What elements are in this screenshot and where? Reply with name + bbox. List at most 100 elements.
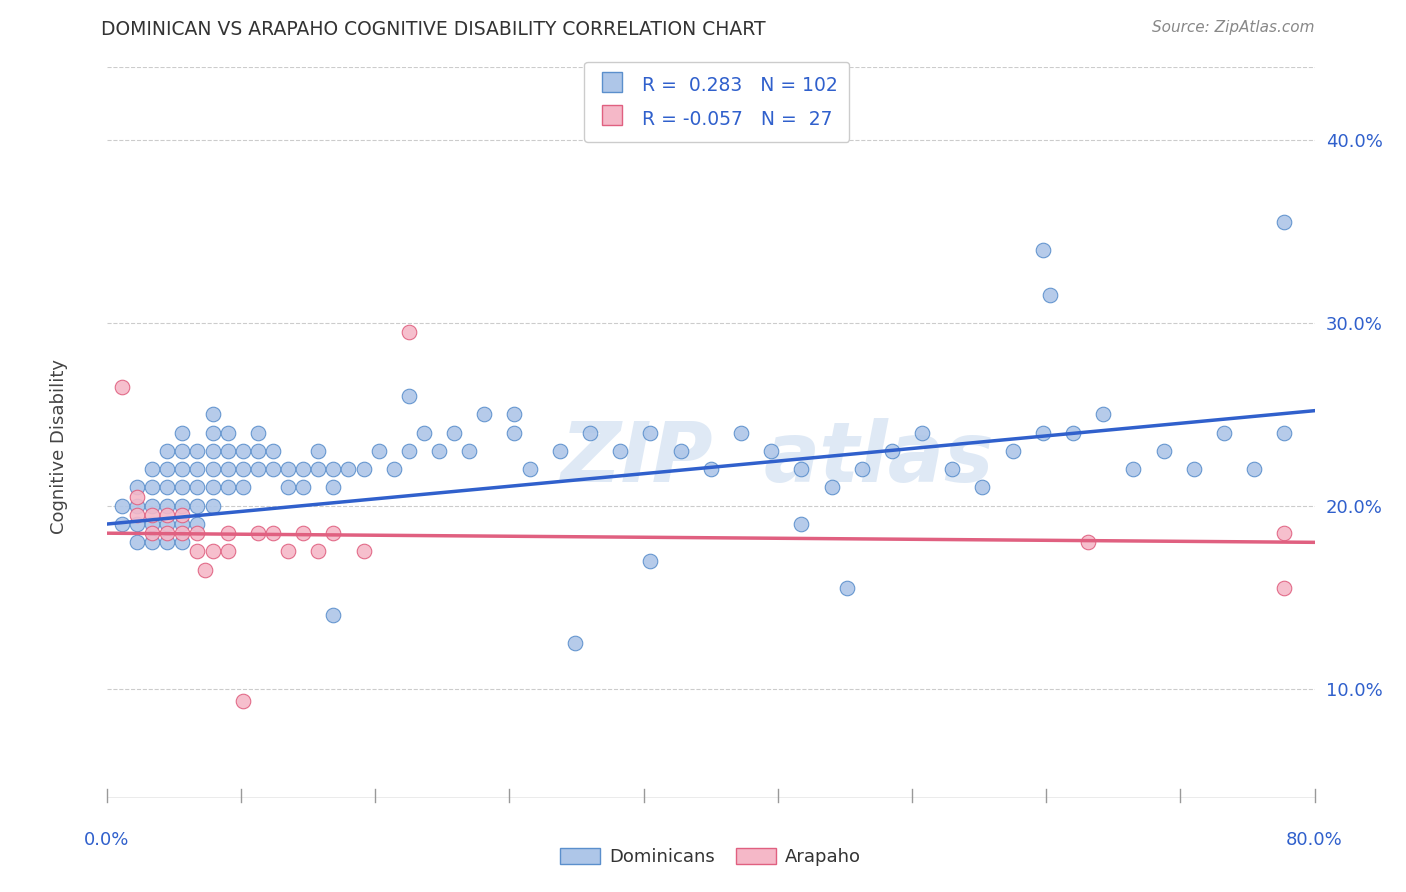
Point [972,480,994,494]
Legend: Dominicans, Arapaho: Dominicans, Arapaho [553,841,869,873]
Point [382,462,405,476]
Point [1001,444,1024,458]
Point [141,508,163,522]
Point [880,444,903,458]
Point [156,462,179,476]
Point [292,526,315,541]
Text: 0.0%: 0.0% [84,831,129,849]
Point [172,499,194,513]
Point [353,544,375,558]
Point [125,517,148,532]
Point [1032,243,1054,257]
Point [141,480,163,494]
Point [759,444,782,458]
Point [322,462,344,476]
Point [911,425,934,440]
Point [141,462,163,476]
Point [322,526,344,541]
Point [292,462,315,476]
Point [1243,462,1265,476]
Point [172,462,194,476]
Point [217,544,239,558]
Point [125,535,148,549]
Point [217,462,239,476]
Point [609,444,631,458]
Point [172,480,194,494]
Point [186,462,208,476]
Point [246,526,269,541]
Point [217,526,239,541]
Point [201,425,224,440]
Point [156,526,179,541]
Point [141,517,163,532]
Point [1274,215,1296,229]
Point [156,535,179,549]
Point [246,462,269,476]
Point [262,444,284,458]
Point [398,444,420,458]
Point [111,499,134,513]
Point [398,389,420,403]
Point [367,444,389,458]
Point [835,581,858,595]
Point [669,444,692,458]
Point [1153,444,1175,458]
Point [443,425,465,440]
Point [156,508,179,522]
Point [1122,462,1144,476]
Point [640,553,662,568]
Point [201,544,224,558]
Point [472,407,495,422]
Point [292,480,315,494]
Point [790,462,813,476]
Point [141,526,163,541]
Point [277,462,299,476]
Point [700,462,723,476]
Point [172,526,194,541]
Text: 80.0%: 80.0% [1286,831,1343,849]
Point [186,444,208,458]
Text: ZIP: ZIP [560,418,713,499]
Point [1182,462,1205,476]
Point [1274,526,1296,541]
Point [307,462,329,476]
Point [503,407,526,422]
Point [820,480,842,494]
Point [232,480,254,494]
Point [156,517,179,532]
Point [398,325,420,339]
Point [172,508,194,522]
Point [201,499,224,513]
Point [1062,425,1084,440]
Point [337,462,360,476]
Point [172,425,194,440]
Point [125,490,148,504]
Point [172,535,194,549]
Text: atlas: atlas [763,418,994,499]
Point [412,425,434,440]
Point [1274,581,1296,595]
Point [458,444,481,458]
Point [141,535,163,549]
Point [307,544,329,558]
Point [141,499,163,513]
Point [194,563,217,577]
Point [246,425,269,440]
Point [125,508,148,522]
Point [1274,425,1296,440]
Point [217,480,239,494]
Point [277,544,299,558]
Point [156,444,179,458]
Point [172,444,194,458]
Point [579,425,602,440]
Point [246,444,269,458]
Point [111,380,134,394]
Point [640,425,662,440]
Point [277,480,299,494]
Point [1039,288,1062,302]
Point [730,425,752,440]
Text: Source: ZipAtlas.com: Source: ZipAtlas.com [1152,20,1315,35]
Point [201,444,224,458]
Point [111,517,134,532]
Point [941,462,963,476]
